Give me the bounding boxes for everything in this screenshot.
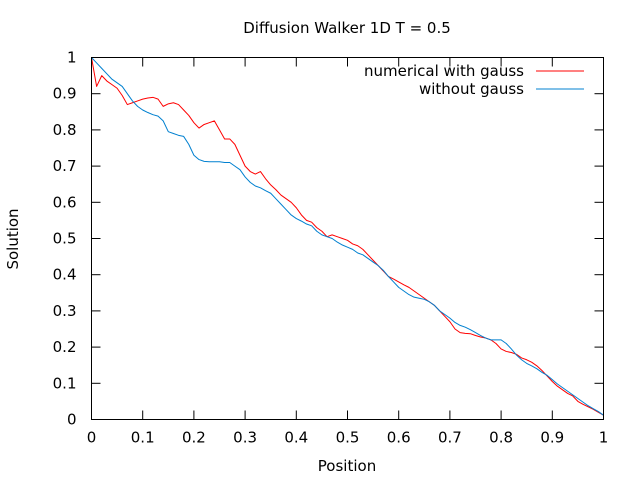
x-tick-label: 1 xyxy=(599,429,609,447)
y-tick-label: 0 xyxy=(67,411,77,429)
x-axis-label: Position xyxy=(318,457,376,475)
x-tick-label: 0.7 xyxy=(438,429,462,447)
y-tick-label: 0.2 xyxy=(53,338,77,356)
legend-label: numerical with gauss xyxy=(364,62,524,80)
y-axis-label: Solution xyxy=(4,208,22,269)
legend-label: without gauss xyxy=(419,80,524,98)
plot-frame xyxy=(91,57,604,420)
y-tick-label: 0.4 xyxy=(53,266,77,284)
x-tick-label: 0.6 xyxy=(387,429,411,447)
y-tick-label: 0.3 xyxy=(53,302,77,320)
y-tick-label: 0.5 xyxy=(53,230,77,248)
x-tick-label: 0.1 xyxy=(131,429,155,447)
x-tick-label: 0.2 xyxy=(182,429,206,447)
y-tick-label: 0.8 xyxy=(53,121,77,139)
chart-title: Diffusion Walker 1D T = 0.5 xyxy=(243,19,451,37)
x-tick-label: 0.8 xyxy=(489,429,513,447)
y-tick-label: 0.9 xyxy=(53,85,77,103)
series-group xyxy=(91,57,604,416)
series-line-without-gauss xyxy=(91,57,604,416)
series-line-with-gauss xyxy=(91,57,604,416)
x-tick-label: 0.4 xyxy=(284,429,308,447)
x-tick-label: 0.3 xyxy=(233,429,257,447)
y-tick-label: 0.1 xyxy=(53,374,77,392)
x-tick-label: 0.9 xyxy=(540,429,564,447)
x-tick-label: 0 xyxy=(87,429,97,447)
y-tick-label: 0.7 xyxy=(53,157,77,175)
y-tick-label: 1 xyxy=(67,49,77,67)
x-tick-label: 0.5 xyxy=(336,429,360,447)
y-tick-label: 0.6 xyxy=(53,193,77,211)
axis-ticks: 0 0.1 0.2 0.3 0.4 0.5 0.6 0.7 0.8 0.9 1 0 0.1 0.2 0.3 0… xyxy=(53,49,609,447)
